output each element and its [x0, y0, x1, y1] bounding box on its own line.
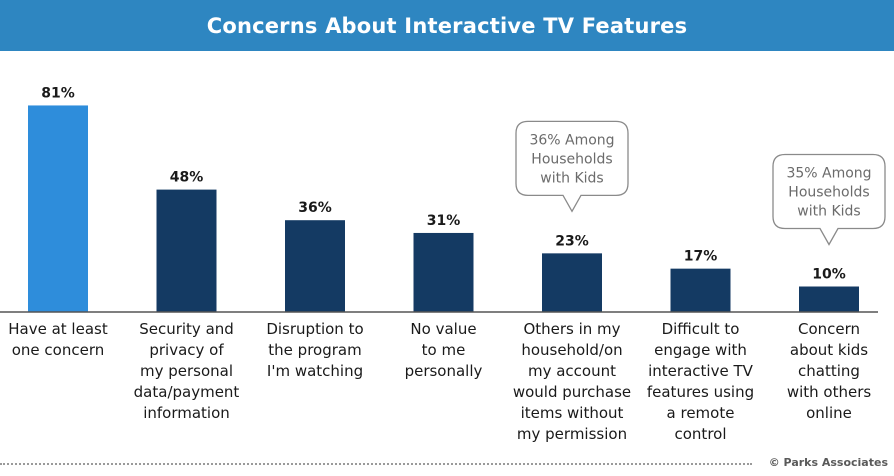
bar: [542, 253, 602, 312]
category-label: would purchase: [513, 383, 631, 401]
category-label: Disruption to: [266, 320, 363, 338]
category-label: about kids: [790, 341, 868, 359]
value-label: 31%: [427, 213, 461, 229]
value-label: 48%: [170, 170, 204, 186]
category-label: data/payment: [134, 383, 240, 401]
value-label: 81%: [41, 85, 75, 101]
category-label: the program: [268, 341, 361, 359]
category-label: to me: [422, 341, 466, 359]
category-label: Concern: [798, 320, 860, 338]
category-label: personally: [405, 362, 483, 380]
category-label: online: [806, 404, 852, 422]
bar: [413, 232, 474, 312]
source-credit: © Parks Associates: [768, 456, 888, 469]
bar: [799, 286, 859, 312]
bar: [285, 220, 345, 312]
value-label: 17%: [684, 249, 718, 265]
chart-title: Concerns About Interactive TV Features: [206, 13, 688, 38]
category-label: I'm watching: [267, 362, 363, 380]
category-label: my permission: [517, 425, 627, 443]
callout-text: with Kids: [797, 204, 860, 220]
callout-bubble: [772, 153, 886, 246]
callout-text: 35% Among: [786, 166, 871, 182]
callout-bubble: [515, 120, 629, 213]
category-label: No value: [410, 320, 476, 338]
bar: [156, 189, 217, 312]
category-label: control: [675, 425, 727, 443]
category-label: information: [143, 404, 230, 422]
footer-divider: [0, 463, 752, 465]
callout-text: Households: [531, 151, 612, 167]
callout-text: with Kids: [540, 170, 603, 186]
category-label: one concern: [12, 341, 105, 359]
category-label: engage with: [654, 341, 747, 359]
category-label: Others in my: [523, 320, 620, 338]
value-label: 23%: [555, 233, 589, 249]
callout-text: 36% Among: [529, 132, 614, 148]
category-label: with others: [787, 383, 872, 401]
category-label: Have at least: [8, 320, 108, 338]
category-label: Difficult to: [662, 320, 740, 338]
category-label: a remote: [667, 404, 735, 422]
value-label: 10%: [812, 267, 846, 283]
bar: [670, 268, 731, 312]
category-label: my personal: [140, 362, 233, 380]
category-label: chatting: [798, 362, 860, 380]
category-label: privacy of: [149, 341, 224, 359]
category-label: items without: [521, 404, 624, 422]
value-label: 36%: [298, 200, 332, 216]
category-label: interactive TV: [648, 362, 753, 380]
callout-text: Households: [788, 185, 869, 201]
bar: [28, 105, 88, 312]
category-label: household/on: [521, 341, 622, 359]
category-label: Security and: [139, 320, 234, 338]
category-label: features using: [647, 383, 754, 401]
category-label: my account: [528, 362, 616, 380]
title-bar: Concerns About Interactive TV Features: [0, 0, 894, 51]
